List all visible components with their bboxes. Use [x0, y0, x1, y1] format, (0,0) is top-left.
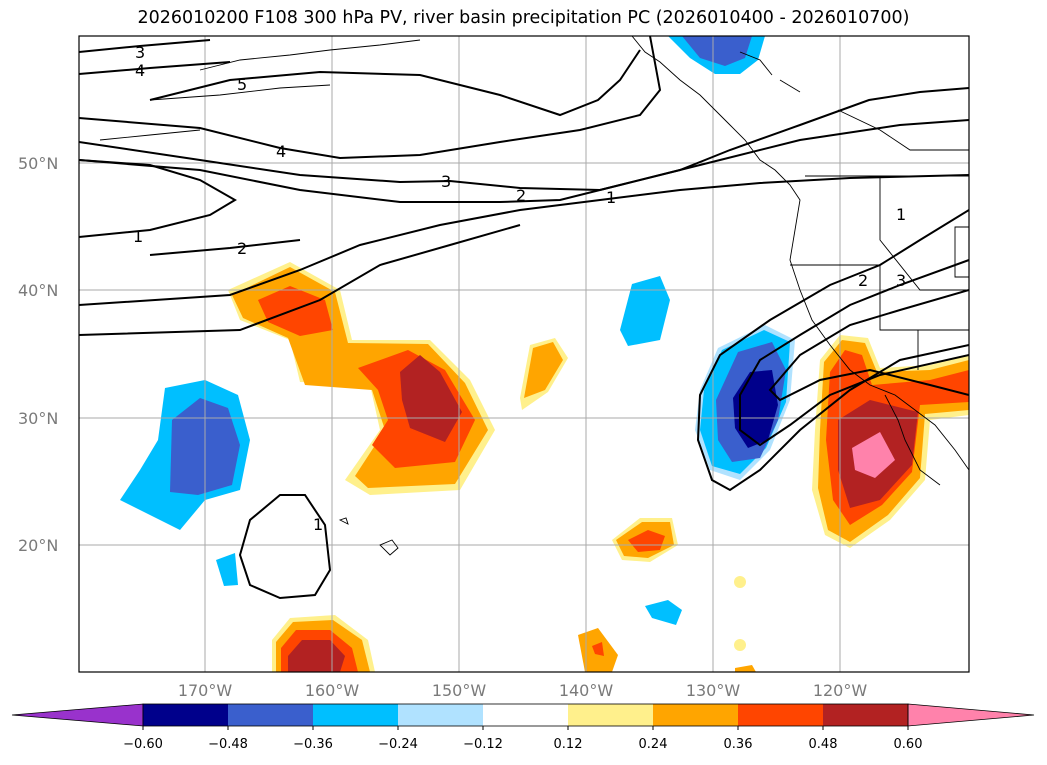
pv-label: 4 [135, 61, 145, 80]
pv-label: 1 [606, 188, 616, 207]
lat-label: 50°N [18, 154, 58, 173]
colorbar-tick-label: 0.36 [724, 737, 753, 752]
colorbar-segment [483, 704, 568, 726]
lat-label: 20°N [18, 536, 58, 555]
map-frame [78, 35, 970, 673]
pv-label: 2 [237, 239, 247, 258]
colorbar-outline [142, 703, 909, 727]
lon-label: 150°W [432, 681, 487, 700]
colorbar-tick-label: −0.48 [208, 737, 248, 752]
pv-label: 1 [896, 205, 906, 224]
lon-label: 140°W [559, 681, 614, 700]
colorbar-segment [738, 704, 823, 726]
colorbar-segment [398, 704, 483, 726]
colorbar-segment [228, 704, 313, 726]
lon-label: 130°W [686, 681, 741, 700]
colorbar-tick-label: 0.60 [894, 737, 923, 752]
colorbar-tick-label: −0.24 [378, 737, 418, 752]
colorbar-tick-label: −0.60 [123, 737, 163, 752]
pv-label: 3 [896, 271, 906, 290]
lon-label: 160°W [305, 681, 360, 700]
colorbar: −0.60 −0.48 −0.36 −0.24 −0.12 0.12 0.24 0.36 0.4… [11, 703, 1035, 752]
pv-contours [79, 36, 969, 600]
colorbar-segment [568, 704, 653, 726]
colorbar-segment [653, 704, 738, 726]
pv-label: 5 [237, 75, 247, 94]
lon-label: 120°W [813, 681, 868, 700]
figure-title: 2026010200 F108 300 hPa PV, river basin … [137, 8, 910, 28]
pv-label: 1 [313, 515, 323, 534]
colorbar-tick-label: −0.36 [293, 737, 333, 752]
lat-label: 30°N [18, 409, 58, 428]
pv-label: 4 [276, 142, 286, 161]
pv-label: 2 [858, 271, 868, 290]
pv-label: 3 [441, 172, 451, 191]
colorbar-segment [313, 704, 398, 726]
lat-label: 40°N [18, 281, 58, 300]
pv-label: 1 [133, 227, 143, 246]
colorbar-extend-high [907, 703, 1035, 727]
pv-label: 3 [135, 43, 145, 62]
gridlines [79, 36, 969, 672]
pv-contour-labels: 3 4 5 4 3 2 1 1 2 1 1 2 3 [133, 43, 906, 534]
colorbar-tick-label: −0.12 [463, 737, 503, 752]
colorbar-extend-low [11, 703, 144, 727]
colorbar-tick-label: 0.12 [554, 737, 583, 752]
colorbar-segment [823, 704, 908, 726]
pv-label: 2 [516, 186, 526, 205]
colorbar-segment [143, 704, 228, 726]
colorbar-tick-label: 0.24 [639, 737, 668, 752]
lon-label: 170°W [178, 681, 233, 700]
colorbar-tick-label: 0.48 [809, 737, 838, 752]
